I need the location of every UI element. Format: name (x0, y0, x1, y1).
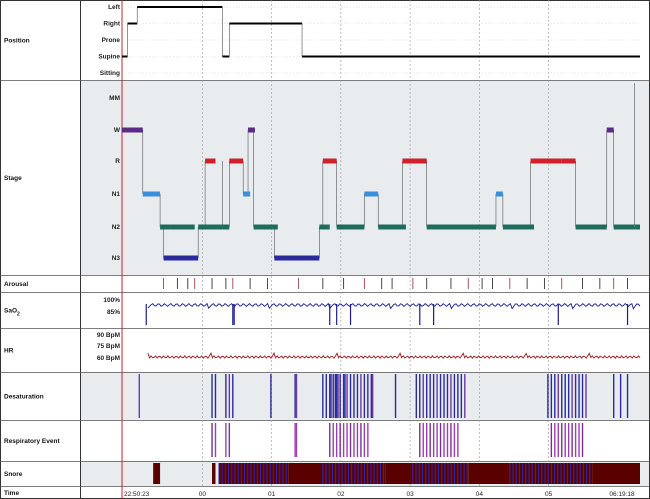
stage-segment (402, 158, 427, 164)
row-band-stage (81, 80, 650, 275)
row-labels: Position Stage Arousal SaO2 HR Desaturation Re… (4, 38, 60, 498)
sao2-tick-label: 85% (107, 309, 120, 316)
stage-segment (364, 191, 379, 197)
snore-block (212, 463, 216, 484)
hr-tick-label: 60 BpM (97, 355, 120, 362)
time-tick-label: 05 (545, 491, 553, 498)
stage-segment (248, 127, 255, 133)
position-level-label: Supine (98, 54, 120, 61)
row-label-hr: HR (4, 348, 14, 355)
stage-segment (495, 191, 503, 197)
stage-level-label: MM (109, 95, 120, 102)
stage-segment (353, 224, 365, 230)
hr-tick-label: 90 BpM (97, 332, 120, 339)
stage-segment (530, 158, 562, 164)
stage-segment (336, 224, 354, 230)
time-tick-label: 03 (406, 491, 414, 498)
stage-segment (160, 224, 171, 230)
stage-level-label: W (114, 127, 121, 134)
time-tick-label: 22:50:23 (124, 491, 150, 498)
stage-segment (613, 224, 640, 230)
time-tick-label: 06:19:18 (609, 491, 635, 498)
row-label-sao2: SaO2 (4, 308, 20, 318)
stage-segment (502, 224, 535, 230)
row-label-desat: Desaturation (4, 394, 44, 401)
stage-segment (426, 224, 496, 230)
row-label-arousal: Arousal (4, 281, 28, 288)
row-label-position: Position (4, 38, 30, 45)
stage-segment (575, 224, 607, 230)
stage-segment (243, 191, 251, 197)
snore-block (385, 463, 413, 484)
snore-block (468, 463, 510, 484)
stage-segment (322, 158, 337, 164)
stage-segment (222, 224, 230, 230)
stage-segment (198, 224, 223, 230)
stage-segment (274, 255, 292, 261)
snore-block (592, 463, 640, 484)
stage-level-label: N1 (112, 191, 121, 198)
time-tick-label: 04 (476, 491, 484, 498)
stage-segment (122, 127, 143, 133)
hr-tick-label: 75 BpM (97, 343, 120, 350)
time-tick-label: 00 (199, 491, 207, 498)
time-tick-label: 02 (337, 491, 345, 498)
time-tick-label: 01 (268, 491, 276, 498)
stage-segment (229, 158, 244, 164)
row-label-stage: Stage (4, 175, 22, 182)
stage-level-label: N2 (112, 224, 121, 231)
stage-segment (561, 158, 576, 164)
position-level-label: Right (103, 21, 120, 28)
stage-segment (142, 191, 161, 197)
row-label-snore: Snore (4, 471, 23, 478)
position-level-label: Prone (102, 37, 121, 44)
position-level-label: Left (108, 4, 121, 11)
stage-segment (170, 224, 195, 230)
position-level-label: Sitting (100, 70, 120, 77)
sao2-tick-label: 100% (103, 297, 120, 304)
snore-block (288, 463, 323, 484)
row-label-resp: Respiratory Event (4, 438, 60, 445)
row-label-time: Time (4, 490, 19, 497)
stage-segment (205, 158, 216, 164)
stage-level-label: N3 (112, 255, 121, 262)
stage-segment (163, 255, 199, 261)
hr-trace (147, 351, 641, 359)
snore-block (218, 463, 289, 484)
stage-segment (606, 127, 614, 133)
stage-segment (378, 224, 406, 230)
stage-level-label: R (115, 158, 120, 165)
sao2-trace (147, 302, 641, 310)
snore-block (153, 463, 161, 484)
stage-segment (288, 255, 320, 261)
plot-area: Left Right Prone Supine Sitting MM W R N1 N2 N3 100… (97, 4, 641, 498)
stage-segment (319, 224, 330, 230)
snore-block (412, 463, 469, 484)
stage-segment (253, 224, 278, 230)
